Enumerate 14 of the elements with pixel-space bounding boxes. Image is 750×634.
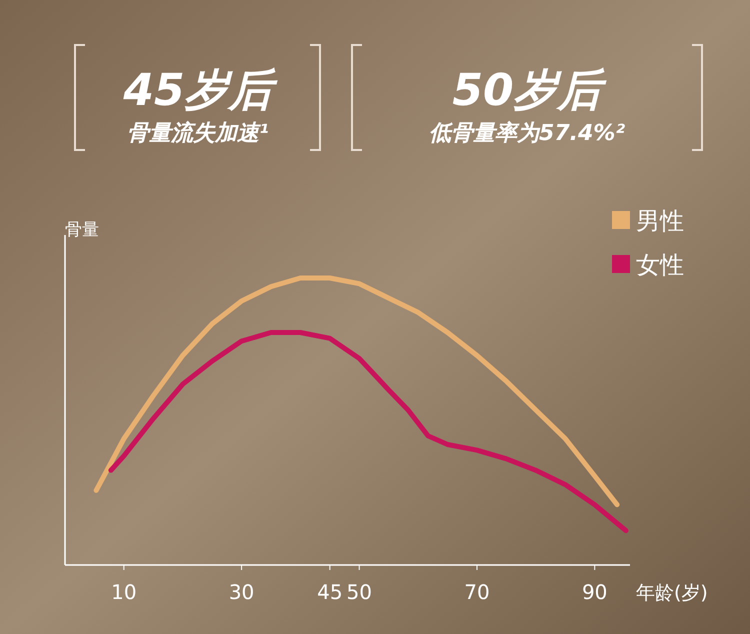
x-tick-label: 90: [582, 580, 608, 604]
x-axis-title: 年龄(岁): [636, 582, 708, 604]
x-tick-label: 30: [228, 580, 254, 604]
text: 45岁后: [122, 65, 279, 116]
legend-label: 女性: [636, 251, 684, 279]
x-tick-label: 50: [346, 580, 372, 604]
x-tick-label: 70: [464, 580, 490, 604]
text: 低骨量率为57.4%²: [429, 120, 626, 146]
y-axis-title: 骨量: [65, 220, 99, 240]
x-tick-label: 45: [317, 580, 343, 604]
x-tick-label: 10: [111, 580, 137, 604]
text: 骨量流失加速¹: [127, 120, 269, 146]
legend-label: 男性: [636, 207, 684, 235]
text: 50岁后: [452, 65, 608, 116]
